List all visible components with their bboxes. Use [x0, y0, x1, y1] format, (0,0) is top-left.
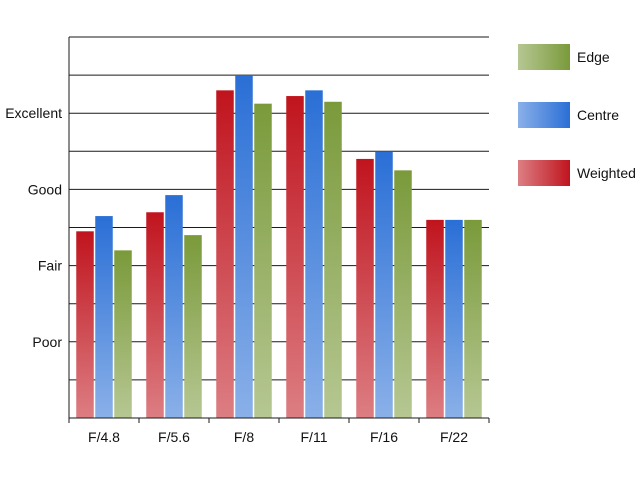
- grid-lines: [69, 36, 489, 381]
- x-tick-label: F/8: [234, 429, 254, 445]
- legend-swatch: [518, 44, 570, 70]
- bar-weighted-f8: [216, 90, 234, 418]
- x-tick-label: F/5.6: [158, 429, 190, 445]
- bar-centre-f16: [375, 151, 393, 419]
- bar-centre-f56: [165, 195, 183, 418]
- bar-centre-f11: [305, 90, 323, 418]
- legend-label: Weighted: [577, 165, 636, 181]
- bar-edge-f22: [464, 219, 482, 418]
- legend-swatch: [518, 160, 570, 186]
- y-tick-label: Fair: [38, 258, 62, 274]
- bar-centre-f48: [95, 216, 113, 418]
- x-tick-label: F/16: [370, 429, 398, 445]
- legend-label: Centre: [577, 107, 620, 123]
- bar-weighted-f56: [146, 212, 164, 418]
- legend-item-centre: Centre: [518, 102, 619, 128]
- bar-edge-f56: [184, 235, 202, 418]
- legend-item-edge: Edge: [518, 44, 610, 70]
- bar-weighted-f16: [356, 158, 374, 419]
- y-tick-label: Poor: [32, 334, 62, 350]
- x-tick-label: F/11: [301, 429, 328, 445]
- bar-weighted-f22: [426, 219, 444, 418]
- bar-edge-f11: [324, 101, 342, 419]
- legend-label: Edge: [577, 49, 610, 65]
- legend-swatch: [518, 102, 570, 128]
- axes: [68, 37, 490, 423]
- bars: [76, 75, 482, 419]
- bar-weighted-f11: [286, 96, 304, 419]
- x-tick-label: F/22: [440, 429, 468, 445]
- legend-item-weighted: Weighted: [518, 160, 636, 186]
- bar-weighted-f48: [76, 231, 94, 418]
- bar-edge-f16: [394, 170, 412, 418]
- y-tick-label: Good: [28, 181, 62, 197]
- bar-centre-f8: [235, 75, 253, 418]
- bar-centre-f22: [445, 219, 463, 418]
- x-tick-label: F/4.8: [88, 429, 120, 445]
- y-tick-label: Excellent: [5, 105, 62, 121]
- bar-edge-f48: [114, 250, 132, 418]
- bar-edge-f8: [254, 103, 272, 419]
- tick-labels: F/4.8 F/5.6 F/8 F/11 F/16 F/22 Poor Fair Good Exc…: [5, 105, 468, 445]
